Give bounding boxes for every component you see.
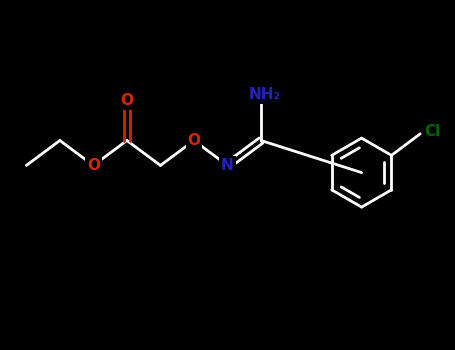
Text: N: N <box>221 158 234 173</box>
Text: Cl: Cl <box>424 124 440 139</box>
Text: O: O <box>87 158 100 173</box>
Text: NH₂: NH₂ <box>249 87 281 102</box>
Text: O: O <box>121 93 133 108</box>
Text: O: O <box>187 133 201 148</box>
